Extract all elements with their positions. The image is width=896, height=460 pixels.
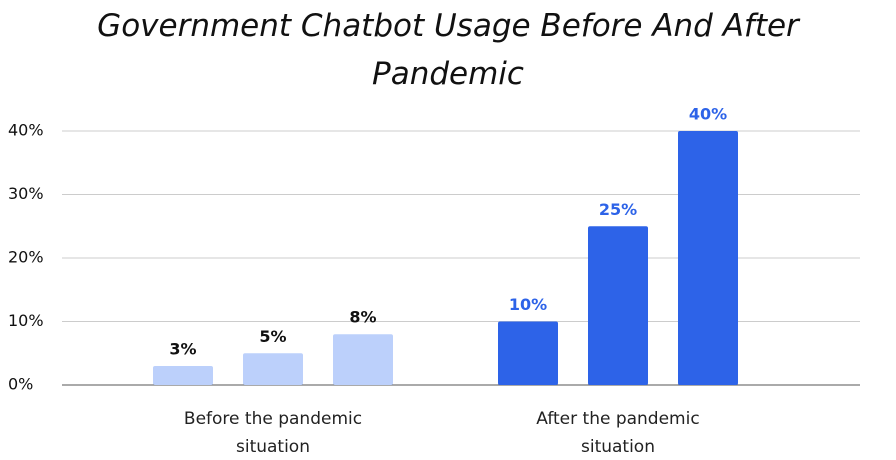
value-label: 25% <box>599 200 637 219</box>
y-tick-label: 0% <box>8 375 33 394</box>
bar <box>243 353 303 385</box>
value-label: 10% <box>509 295 547 314</box>
x-tick-label: Before the pandemic situation <box>183 409 363 457</box>
bar <box>153 365 213 385</box>
bar <box>588 226 648 385</box>
value-label: 40% <box>689 105 727 124</box>
value-label: 8% <box>349 308 376 327</box>
y-tick-label: 10% <box>8 311 44 330</box>
y-tick-label: 20% <box>8 248 44 267</box>
chart-title: Government Chatbot Usage Before And Afte… <box>97 8 799 92</box>
x-tick-label: After the pandemic situation <box>536 409 700 457</box>
y-tick-label: 30% <box>8 184 44 203</box>
value-label: 5% <box>259 327 286 346</box>
bar <box>333 334 393 385</box>
value-label: 3% <box>169 339 196 358</box>
bar <box>678 131 738 385</box>
y-tick-label: 40% <box>8 121 44 140</box>
bar <box>498 321 558 385</box>
